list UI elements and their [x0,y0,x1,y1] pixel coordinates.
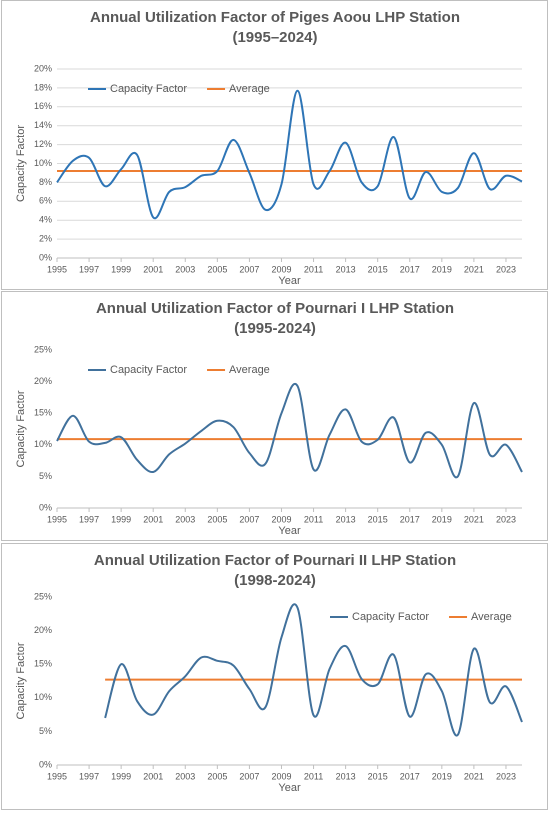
y-tick-label: 20% [34,376,52,386]
x-tick-label: 2007 [239,514,259,524]
x-tick-label: 2015 [368,264,388,274]
y-tick-label: 0% [39,502,52,512]
chart-subtitle: (1995-2024) [234,320,316,337]
y-tick-label: 2% [39,233,52,243]
chart-title: Annual Utilization Factor of Pournari I … [96,300,454,317]
x-tick-label: 2017 [400,771,420,781]
legend-label: Average [229,364,270,376]
x-tick-label: 2001 [143,771,163,781]
y-tick-label: 8% [39,177,52,187]
x-tick-label: 2013 [336,771,356,781]
x-tick-label: 1999 [111,264,131,274]
x-tick-label: 2019 [432,771,452,781]
x-tick-label: 1997 [79,264,99,274]
y-tick-label: 5% [39,471,52,481]
x-tick-label: 2023 [496,514,516,524]
x-tick-label: 1995 [47,264,67,274]
x-tick-label: 2001 [143,514,163,524]
x-axis-label: Year [278,275,301,287]
x-tick-label: 2019 [432,264,452,274]
y-tick-label: 12% [34,139,52,149]
x-tick-label: 2011 [304,771,323,781]
x-tick-label: 1999 [111,514,131,524]
y-tick-label: 20% [34,63,52,73]
x-tick-label: 2011 [304,514,323,524]
x-axis-label: Year [278,525,301,537]
y-axis-label: Capacity Factor [15,390,27,467]
x-tick-label: 2017 [400,264,420,274]
x-tick-label: 1997 [79,771,99,781]
data-line [104,603,523,737]
legend-label: Average [229,83,270,95]
x-tick-label: 2009 [271,771,291,781]
y-tick-label: 15% [34,408,52,418]
x-tick-label: 2003 [175,514,195,524]
legend-label: Average [471,611,512,623]
data-line [56,89,523,220]
x-tick-label: 2009 [271,264,291,274]
x-tick-label: 1999 [111,771,131,781]
x-axis-label: Year [278,782,301,794]
y-tick-label: 0% [39,252,52,262]
legend-label: Capacity Factor [352,611,429,623]
x-tick-label: 2001 [143,264,163,274]
y-tick-label: 15% [34,659,52,669]
y-tick-label: 6% [39,196,52,206]
y-tick-label: 16% [34,101,52,111]
legend-label: Capacity Factor [110,83,187,95]
x-tick-label: 1995 [47,514,67,524]
x-tick-label: 1995 [47,771,67,781]
x-tick-label: 2017 [400,514,420,524]
chart-subtitle: (1995–2024) [232,29,317,46]
x-tick-label: 2019 [432,514,452,524]
chart-subtitle: (1998-2024) [234,572,316,589]
x-tick-label: 2003 [175,264,195,274]
y-tick-label: 4% [39,215,52,225]
panel [1,291,548,541]
x-tick-label: 2013 [336,264,356,274]
x-tick-label: 2005 [207,514,227,524]
x-tick-label: 2021 [464,771,484,781]
y-tick-label: 5% [39,726,52,736]
y-tick-label: 20% [34,625,52,635]
y-tick-label: 14% [34,120,52,130]
y-axis-label: Capacity Factor [15,642,27,719]
x-tick-label: 2007 [239,771,259,781]
x-tick-label: 2009 [271,514,291,524]
y-tick-label: 25% [34,591,52,601]
x-tick-label: 2005 [207,771,227,781]
chart-title: Annual Utilization Factor of Piges Aoou … [90,9,460,26]
x-tick-label: 2021 [464,514,484,524]
x-tick-label: 2011 [304,264,323,274]
y-tick-label: 10% [34,439,52,449]
x-tick-label: 2005 [207,264,227,274]
x-tick-label: 2013 [336,514,356,524]
x-tick-label: 2015 [368,514,388,524]
data-line [56,382,523,479]
x-tick-label: 2023 [496,771,516,781]
x-tick-label: 2015 [368,771,388,781]
x-tick-label: 2021 [464,264,484,274]
y-tick-label: 25% [34,344,52,354]
y-tick-label: 18% [34,82,52,92]
x-tick-label: 2023 [496,264,516,274]
y-axis-label: Capacity Factor [15,125,27,202]
legend-label: Capacity Factor [110,364,187,376]
chart-title: Annual Utilization Factor of Pournari II… [94,552,456,569]
y-tick-label: 0% [39,759,52,769]
y-tick-label: 10% [34,692,52,702]
y-tick-label: 10% [34,158,52,168]
x-tick-label: 1997 [79,514,99,524]
x-tick-label: 2003 [175,771,195,781]
x-tick-label: 2007 [239,264,259,274]
